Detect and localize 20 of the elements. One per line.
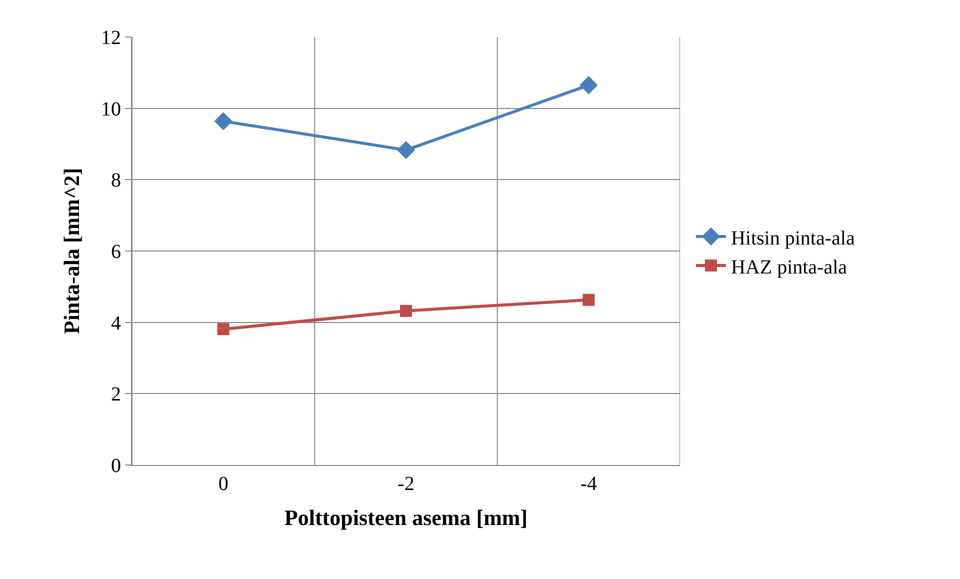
point <box>396 140 416 160</box>
y-tick-label: 8 <box>111 170 121 192</box>
legend-label: Hitsin pinta-ala <box>730 227 855 250</box>
x-tick-label: -2 <box>398 473 414 495</box>
y-tick-label: 10 <box>101 98 121 120</box>
x-axis-title: Polttopisteen asema [mm] <box>284 504 528 530</box>
y-tick-label: 4 <box>111 312 121 334</box>
point <box>582 294 595 306</box>
point <box>217 323 230 336</box>
y-axis-title: Pinta-ala [mm^2] <box>58 168 84 334</box>
legend-label: HAZ pinta-ala <box>730 256 848 278</box>
point <box>580 76 598 94</box>
y-tick-label: 12 <box>101 27 121 49</box>
y-tick-label: 0 <box>111 455 121 477</box>
y-tick-label: 2 <box>111 384 121 406</box>
x-tick-label: 0 <box>218 473 228 495</box>
y-tick-label: 6 <box>111 241 121 263</box>
x-tick-label: -4 <box>580 473 598 495</box>
point <box>214 112 232 130</box>
point <box>400 304 412 317</box>
